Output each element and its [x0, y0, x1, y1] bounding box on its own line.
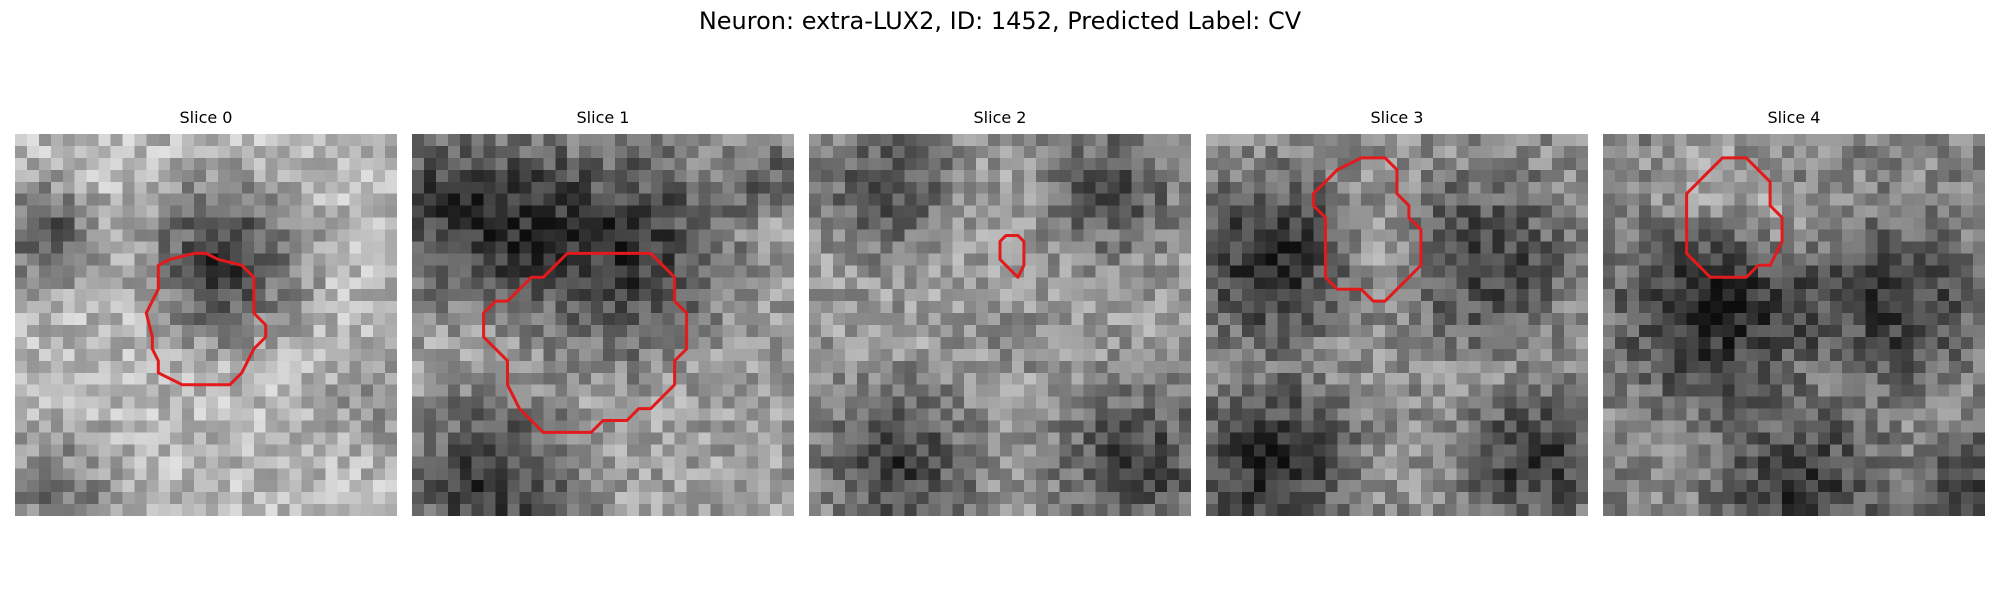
slice-image: [809, 134, 1191, 516]
slice-image: [15, 134, 397, 516]
slice-image: [1603, 134, 1985, 516]
slice-image: [1206, 134, 1588, 516]
slice-title: Slice 0: [15, 108, 397, 128]
figure-title: Neuron: extra-LUX2, ID: 1452, Predicted …: [0, 6, 2000, 36]
slice-title: Slice 1: [412, 108, 794, 128]
slice-title: Slice 4: [1603, 108, 1985, 128]
slice-image: [412, 134, 794, 516]
slice-title: Slice 2: [809, 108, 1191, 128]
slice-title: Slice 3: [1206, 108, 1588, 128]
